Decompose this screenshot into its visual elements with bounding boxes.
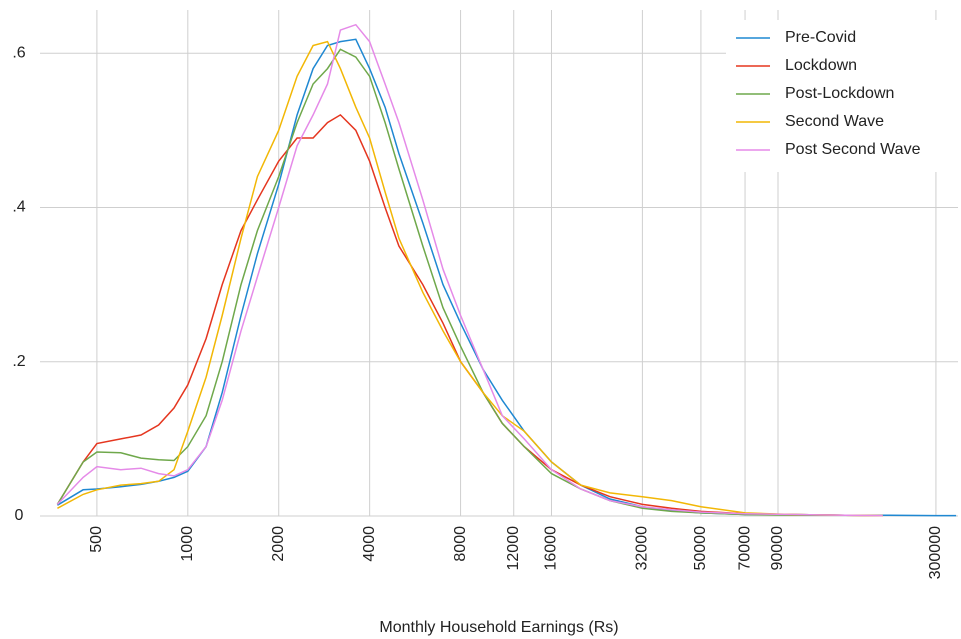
y-tick-label: .6	[12, 44, 25, 61]
x-axis-label: Monthly Household Earnings (Rs)	[379, 619, 618, 636]
x-tick-label: 16000	[543, 526, 560, 571]
x-tick-label: 500	[88, 526, 105, 553]
legend-box	[726, 20, 958, 172]
x-tick-label: 70000	[736, 526, 753, 571]
x-tick-label: 4000	[361, 526, 378, 562]
x-tick-label: 300000	[927, 526, 944, 579]
legend-label: Post-Lockdown	[785, 85, 894, 102]
y-tick-label: .2	[12, 353, 25, 370]
legend: Pre-Covid Lockdown Post-Lockdown Second Wav…	[726, 20, 958, 172]
line	[56, 48, 883, 517]
legend-label: Post Second Wave	[785, 141, 921, 158]
legend-label: Pre-Covid	[785, 29, 856, 46]
x-tick-label: 50000	[692, 526, 709, 571]
y-tick-label: .4	[12, 199, 25, 216]
legend-label: Lockdown	[785, 57, 857, 74]
x-tick-label: 12000	[505, 526, 522, 571]
line	[56, 23, 883, 517]
x-tick-label: 1000	[179, 526, 196, 562]
x-tick-label: 32000	[634, 526, 651, 571]
x-tick-label: 2000	[270, 526, 287, 562]
line	[56, 113, 883, 517]
x-tick-label: 90000	[769, 526, 786, 571]
y-tick-label: 0	[15, 507, 24, 524]
x-tick-label: 8000	[452, 526, 469, 562]
legend-label: Second Wave	[785, 113, 884, 130]
line	[57, 40, 883, 517]
